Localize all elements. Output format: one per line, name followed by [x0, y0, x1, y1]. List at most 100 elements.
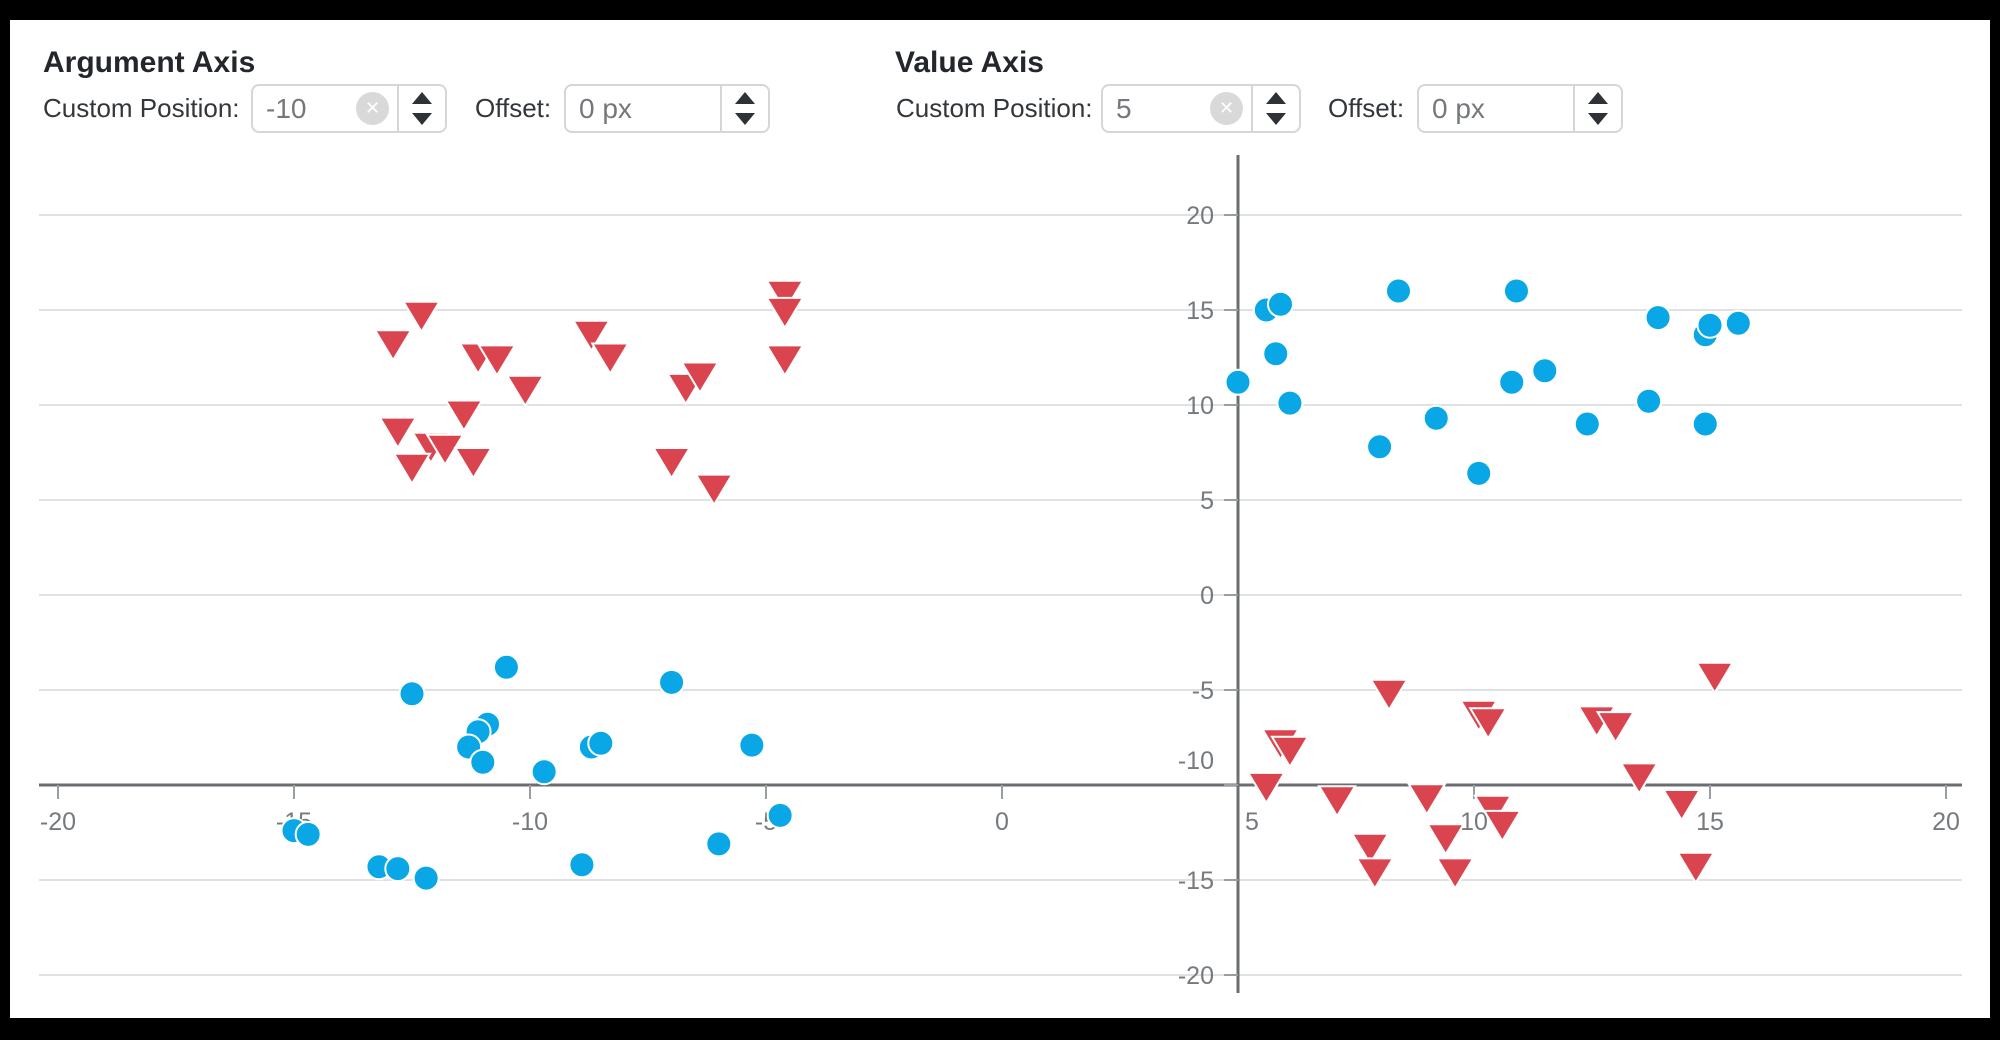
- data-point-triangle[interactable]: [651, 447, 692, 480]
- data-point-circle[interactable]: [1691, 410, 1719, 438]
- spin-up-icon[interactable]: [412, 92, 432, 104]
- data-point-circle[interactable]: [1262, 340, 1290, 368]
- spin-up-icon[interactable]: [1588, 92, 1608, 104]
- value-position-spinner[interactable]: [1251, 86, 1299, 131]
- data-point-circle[interactable]: [1696, 311, 1724, 339]
- argument-position-spinner[interactable]: [397, 86, 445, 131]
- data-point-circle[interactable]: [469, 748, 497, 776]
- argument-offset-spinner[interactable]: [720, 86, 768, 131]
- data-point-triangle[interactable]: [1676, 851, 1716, 885]
- data-point-circle[interactable]: [766, 801, 794, 829]
- data-point-circle[interactable]: [398, 680, 426, 708]
- data-point-circle[interactable]: [1266, 290, 1294, 318]
- data-point-circle[interactable]: [412, 864, 440, 892]
- clear-icon[interactable]: ✕: [1210, 92, 1243, 125]
- data-point-triangle[interactable]: [1661, 789, 1702, 822]
- data-point-circle[interactable]: [294, 820, 322, 848]
- data-point-circle[interactable]: [1644, 304, 1672, 332]
- argument-offset-input[interactable]: 0 px: [566, 86, 720, 131]
- argument-position-value[interactable]: -10: [266, 92, 307, 124]
- data-point-triangle[interactable]: [1468, 707, 1508, 741]
- value-offset-spinner[interactable]: [1573, 86, 1621, 131]
- data-point-triangle[interactable]: [571, 319, 612, 353]
- data-point-triangle[interactable]: [505, 374, 546, 408]
- data-point-triangle[interactable]: [1350, 832, 1390, 866]
- data-point-triangle[interactable]: [477, 344, 517, 378]
- data-point-circle[interactable]: [658, 668, 686, 696]
- value-offset-value[interactable]: 0 px: [1432, 92, 1485, 124]
- argument-axis-label: -20: [40, 808, 76, 836]
- data-point-triangle[interactable]: [392, 452, 432, 486]
- argument-axis-label: 15: [1696, 808, 1724, 836]
- data-point-circle[interactable]: [705, 830, 733, 858]
- argument-position-label: Custom Position:: [43, 93, 240, 123]
- data-point-circle[interactable]: [1498, 368, 1526, 396]
- data-point-triangle[interactable]: [694, 473, 734, 507]
- value-axis-label: 20: [1186, 202, 1214, 230]
- data-point-triangle[interactable]: [1407, 783, 1447, 817]
- data-point-triangle[interactable]: [401, 300, 442, 334]
- spin-down-icon[interactable]: [1588, 113, 1608, 125]
- data-point-circle[interactable]: [492, 653, 520, 681]
- value-offset-input[interactable]: 0 px: [1419, 86, 1573, 131]
- spin-up-icon[interactable]: [1266, 92, 1286, 104]
- argument-position-numberbox[interactable]: -10 ✕: [251, 84, 447, 133]
- argument-offset-numberbox[interactable]: 0 px: [564, 84, 770, 133]
- data-point-triangle[interactable]: [373, 329, 413, 363]
- data-point-circle[interactable]: [738, 731, 766, 759]
- data-point-circle[interactable]: [568, 851, 596, 879]
- value-position-input[interactable]: 5 ✕: [1103, 86, 1251, 131]
- argument-axis-label: -10: [512, 808, 548, 836]
- data-point-circle[interactable]: [1276, 389, 1304, 417]
- data-point-triangle[interactable]: [1595, 711, 1636, 745]
- data-point-triangle[interactable]: [590, 342, 631, 376]
- data-point-triangle[interactable]: [1435, 857, 1475, 891]
- data-point-triangle[interactable]: [1270, 735, 1310, 769]
- spin-down-icon[interactable]: [735, 113, 755, 125]
- data-point-triangle[interactable]: [680, 361, 720, 395]
- data-point-circle[interactable]: [1384, 277, 1412, 305]
- data-point-triangle[interactable]: [378, 416, 418, 450]
- data-point-circle[interactable]: [1635, 387, 1663, 415]
- data-point-triangle[interactable]: [1694, 661, 1735, 695]
- data-point-triangle[interactable]: [1246, 771, 1287, 805]
- data-point-circle[interactable]: [530, 758, 558, 786]
- data-point-circle[interactable]: [1366, 433, 1394, 461]
- data-point-triangle[interactable]: [1619, 762, 1659, 796]
- data-point-triangle[interactable]: [1355, 857, 1395, 891]
- data-point-circle[interactable]: [384, 855, 412, 883]
- data-point-triangle[interactable]: [453, 447, 494, 480]
- data-point-circle[interactable]: [587, 729, 615, 757]
- data-point-circle[interactable]: [1502, 277, 1530, 305]
- data-point-triangle[interactable]: [444, 399, 484, 433]
- value-axis-label: 5: [1200, 487, 1214, 515]
- clear-icon[interactable]: ✕: [356, 92, 389, 125]
- data-point-triangle[interactable]: [425, 433, 465, 467]
- data-point-triangle[interactable]: [765, 296, 805, 330]
- argument-position-input[interactable]: -10 ✕: [253, 86, 397, 131]
- value-offset-numberbox[interactable]: 0 px: [1417, 84, 1623, 133]
- data-point-triangle[interactable]: [1369, 678, 1409, 712]
- data-point-triangle[interactable]: [1425, 823, 1466, 857]
- spin-up-icon[interactable]: [735, 92, 755, 104]
- value-offset-label: Offset:: [1328, 93, 1405, 123]
- data-point-circle[interactable]: [1573, 410, 1601, 438]
- data-point-triangle[interactable]: [1482, 809, 1523, 843]
- spin-down-icon[interactable]: [1266, 113, 1286, 125]
- data-point-triangle[interactable]: [765, 344, 805, 378]
- data-point-circle[interactable]: [1224, 368, 1252, 396]
- data-point-circle[interactable]: [1531, 357, 1559, 385]
- value-axis-label: 10: [1186, 392, 1214, 420]
- data-point-triangle[interactable]: [1317, 785, 1357, 819]
- argument-axis-label: 0: [995, 808, 1009, 836]
- value-position-numberbox[interactable]: 5 ✕: [1101, 84, 1301, 133]
- data-point-circle[interactable]: [1465, 459, 1493, 487]
- spin-down-icon[interactable]: [412, 113, 432, 125]
- data-point-circle[interactable]: [1422, 404, 1450, 432]
- data-point-circle[interactable]: [1724, 309, 1752, 337]
- data-point-triangle[interactable]: [765, 279, 805, 313]
- argument-offset-value[interactable]: 0 px: [579, 92, 632, 124]
- value-axis-label: -15: [1178, 867, 1214, 895]
- value-position-value[interactable]: 5: [1116, 92, 1132, 124]
